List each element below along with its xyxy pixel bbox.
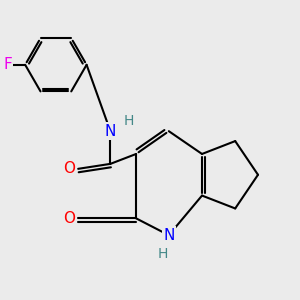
- Text: O: O: [63, 161, 75, 176]
- Text: O: O: [63, 211, 75, 226]
- Text: H: H: [124, 114, 134, 128]
- Text: H: H: [158, 247, 168, 261]
- Text: N: N: [105, 124, 116, 139]
- Text: F: F: [4, 57, 12, 72]
- Text: N: N: [163, 228, 175, 243]
